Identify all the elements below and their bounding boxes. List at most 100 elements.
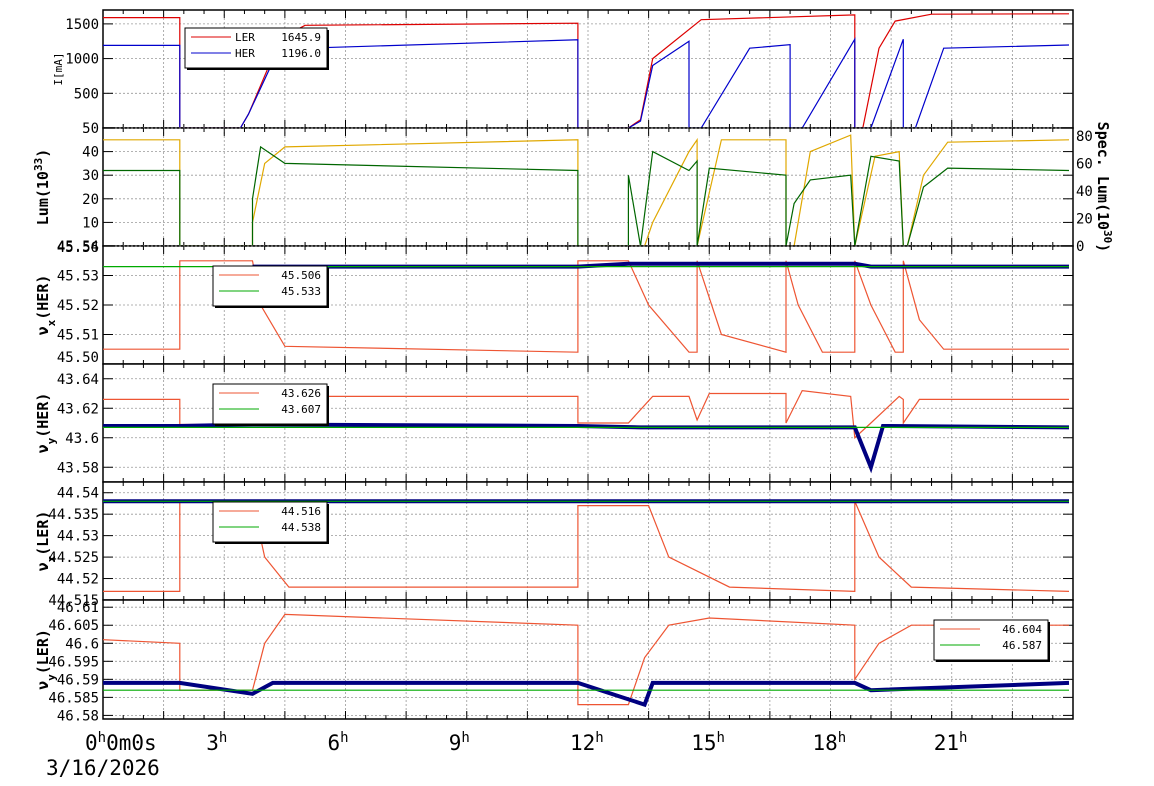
y-axis-label-text: ν: [34, 681, 52, 690]
y-axis-label-text: I[mA]: [52, 52, 65, 85]
legend-value: 45.533: [281, 285, 321, 298]
x-tick-label: 0h0m0s: [85, 730, 157, 755]
legend-value: 45.506: [281, 269, 321, 282]
y-tick-label: 44.54: [57, 486, 99, 502]
y-tick-label: 46.58: [57, 708, 99, 724]
legend-value: 46.604: [1002, 623, 1042, 636]
legend-value: 1196.0: [281, 47, 321, 60]
y-tick-label: 44.535: [48, 507, 99, 523]
x-tick-label-text: 6: [328, 731, 341, 755]
legend-value: 44.538: [281, 521, 321, 534]
x-tick-label-sup: h: [98, 730, 106, 746]
x-tick-label: 6h: [328, 730, 349, 755]
series-line: [103, 680, 1070, 708]
y-tick-label: 45.53: [57, 269, 99, 285]
x-tick-label-sup: h: [959, 730, 967, 746]
y-tick-label: 44.515: [48, 593, 99, 609]
x-tick-label-text: 15: [691, 731, 716, 755]
y-tick-label: 44.525: [48, 550, 99, 566]
x-tick-label-sup: h: [461, 730, 469, 746]
y-axis-label-text: ν: [34, 562, 52, 571]
panel-3: 43.58 43.6 43.62 43.64 νy(HER) 43.626 43.607: [34, 363, 1074, 483]
y-axis-label-text: ν: [34, 326, 52, 335]
y-axis-label-close: (HER): [34, 393, 52, 438]
y-tick-label: 46.585: [48, 690, 99, 706]
legend-box: [212, 265, 328, 307]
panel-5: 46.58 46.585 46.59 46.595 46.6 46.605 46.61 νy(…: [34, 599, 1074, 724]
x-tick-label: 15h: [691, 730, 725, 755]
x-tick-label: 12h: [570, 730, 604, 755]
right-y-tick-label: 20: [1076, 212, 1093, 228]
y-tick-label: 30: [82, 168, 99, 184]
y-axis-label-sub: y: [45, 437, 58, 444]
x-tick-label-text: 0: [85, 731, 98, 755]
right-y-tick-label: 40: [1076, 184, 1093, 200]
right-y-tick-label: 80: [1076, 129, 1093, 145]
y-tick-label: 44.53: [57, 529, 99, 545]
date-label: 3/16/2026: [46, 756, 160, 780]
y-axis-label-sup: 33: [32, 158, 45, 171]
right-axis-label: Spec. Lum(1030): [1094, 122, 1115, 253]
y-tick-label: 45.52: [57, 298, 99, 314]
legend-box: [212, 383, 328, 425]
y-tick-label: 40: [82, 145, 99, 161]
y-axis-label-sub: x: [45, 319, 58, 326]
legend-name: LER: [235, 31, 255, 44]
legend-name: HER: [235, 47, 255, 60]
y-axis-label-close: (LER): [34, 629, 52, 674]
x-tick-label-text: 18: [813, 731, 838, 755]
y-axis-label-close: (LER): [34, 511, 52, 556]
x-tick-label: 3h: [206, 730, 227, 755]
x-tick-label-sup: h: [219, 730, 227, 746]
y-tick-label: 45.56: [57, 240, 99, 256]
x-tick-label-sup: h: [595, 730, 603, 746]
series-line: [103, 260, 1069, 353]
y-axis-label: νy(HER): [34, 393, 58, 454]
x-tick-label-text: 21: [934, 731, 959, 755]
legend-box: [184, 27, 328, 69]
y-axis-label: νx(LER): [34, 511, 58, 572]
y-tick-label: 46.605: [48, 618, 99, 634]
x-tick-label-text: 9: [449, 731, 462, 755]
y-axis-label-sub: y: [45, 674, 58, 681]
y-tick-label: 43.64: [57, 372, 99, 388]
x-tick-label: 9h: [449, 730, 470, 755]
y-tick-label: 46.59: [57, 672, 99, 688]
y-axis-label: Lum(1033): [32, 149, 53, 225]
y-axis-label-sub: x: [45, 555, 58, 562]
y-tick-label: 50: [82, 121, 99, 137]
y-axis-label-text: Lum(10: [34, 171, 52, 225]
right-axis-label-close: ): [1094, 243, 1112, 252]
right-y-tick-label: 60: [1076, 157, 1093, 173]
y-tick-label: 46.6: [65, 636, 99, 652]
y-axis-label-text: ν: [34, 444, 52, 453]
y-tick-label: 500: [74, 86, 99, 102]
y-tick-label: 1000: [65, 52, 99, 68]
y-tick-label: 45.50: [57, 350, 99, 366]
y-axis-label: νx(HER): [34, 275, 58, 336]
y-tick-label: 43.58: [57, 460, 99, 476]
x-tick-label-sup: h: [340, 730, 348, 746]
right-axis-label-sup: 30: [1102, 230, 1115, 243]
x-tick-label: 18h: [813, 730, 847, 755]
y-tick-label: 43.62: [57, 401, 99, 417]
y-axis-label: νy(LER): [34, 629, 58, 690]
y-axis-label-close: (HER): [34, 275, 52, 320]
y-tick-label: 10: [82, 215, 99, 231]
y-tick-label: 45.51: [57, 328, 99, 344]
x-tick-label-extra: 0m0s: [106, 731, 157, 755]
legend-value: 43.626: [281, 387, 321, 400]
y-tick-label: 46.61: [57, 600, 99, 616]
panel-4: 44.515 44.52 44.525 44.53 44.535 44.54 νx(LER)…: [34, 481, 1074, 609]
x-tick-label-sup: h: [838, 730, 846, 746]
y-axis-label: I[mA]: [52, 52, 65, 85]
y-axis-label-close: ): [34, 149, 52, 158]
legend-value: 43.607: [281, 403, 321, 416]
panel-0: 500 1000 1500 I[mA] LER 1645.9 HER 1196.0: [52, 9, 1074, 129]
y-tick-label: 44.52: [57, 572, 99, 588]
legend-value: 44.516: [281, 505, 321, 518]
y-tick-label: 1500: [65, 17, 99, 33]
series-line: [103, 145, 1070, 247]
y-tick-label: 20: [82, 192, 99, 208]
